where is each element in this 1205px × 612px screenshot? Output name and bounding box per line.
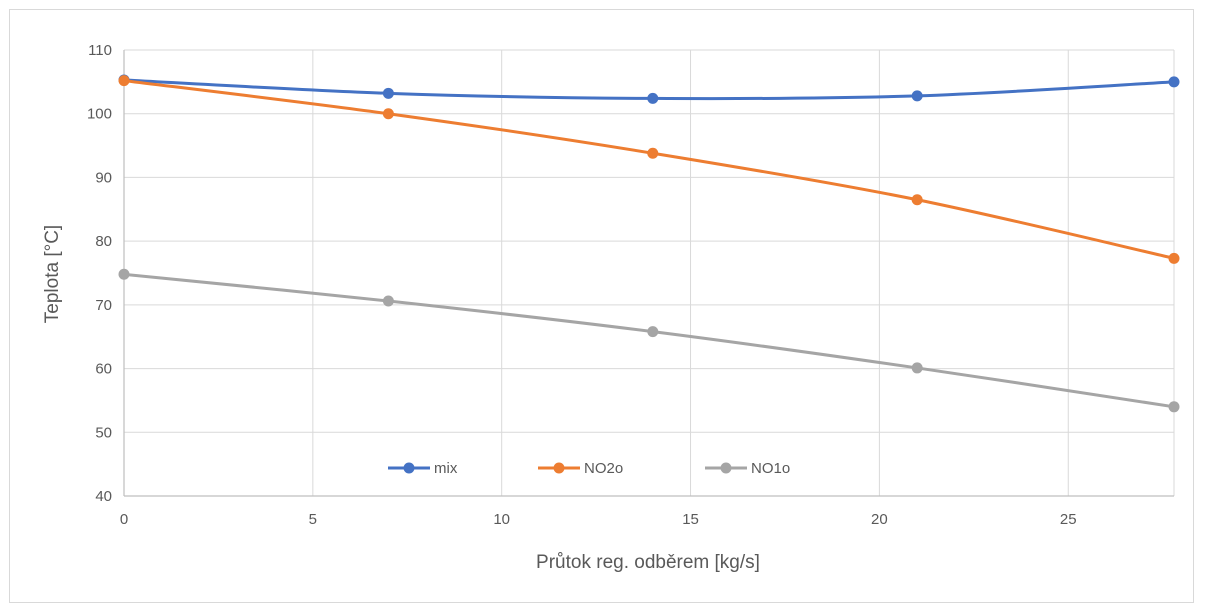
legend-swatch-marker (403, 462, 415, 474)
data-point-no2o (647, 147, 659, 159)
legend-swatch-marker (553, 462, 565, 474)
y-axis-title: Teplota [°C] (42, 225, 63, 323)
y-tick-label: 110 (88, 42, 112, 59)
data-point-no1o (118, 268, 130, 280)
data-point-no1o (1168, 401, 1180, 413)
data-point-no2o (118, 75, 130, 87)
chart-frame (9, 9, 1194, 603)
x-tick-label: 20 (871, 511, 888, 528)
axes: 40 50 60 70 80 90 100 110 0 5 10 15 20 25 (87, 42, 1174, 528)
legend-label: NO1o (751, 460, 790, 477)
series-no1o (118, 268, 1180, 413)
x-tick-label: 10 (493, 511, 510, 528)
data-point-mix (382, 87, 394, 99)
data-point-mix (647, 92, 659, 104)
data-point-no2o (911, 194, 923, 206)
grid-lines (124, 49, 1175, 496)
data-point-no1o (382, 295, 394, 307)
y-tick-label: 70 (95, 297, 112, 314)
series-group (118, 74, 1180, 413)
y-tick-label: 90 (95, 169, 112, 186)
legend-item-mix: mix (388, 460, 458, 477)
legend-item-no2o: NO2o (538, 460, 623, 477)
data-point-no2o (1168, 252, 1180, 264)
y-tick-label: 100 (87, 106, 112, 123)
y-tick-label: 40 (95, 488, 112, 505)
x-tick-label: 25 (1060, 511, 1077, 528)
data-point-mix (1168, 76, 1180, 88)
series-line-no1o (122, 272, 1176, 409)
legend-item-no1o: NO1o (705, 460, 790, 477)
x-tick-label: 5 (309, 511, 317, 528)
series-line-no2o (122, 79, 1176, 260)
series-no2o (118, 75, 1180, 264)
data-point-no1o (647, 326, 659, 338)
y-tick-label: 60 (95, 361, 112, 378)
y-tick-label: 50 (95, 424, 112, 441)
x-axis-title: Průtok reg. odběrem [kg/s] (536, 552, 760, 573)
data-point-no1o (911, 362, 923, 374)
data-point-no2o (382, 108, 394, 120)
x-tick-label: 0 (120, 511, 128, 528)
legend: mix NO2o NO1o (388, 460, 790, 477)
legend-label: NO2o (584, 460, 623, 477)
legend-label: mix (434, 460, 458, 477)
x-tick-label: 15 (682, 511, 699, 528)
y-tick-label: 80 (95, 233, 112, 250)
data-point-mix (911, 90, 923, 102)
legend-swatch-marker (720, 462, 732, 474)
